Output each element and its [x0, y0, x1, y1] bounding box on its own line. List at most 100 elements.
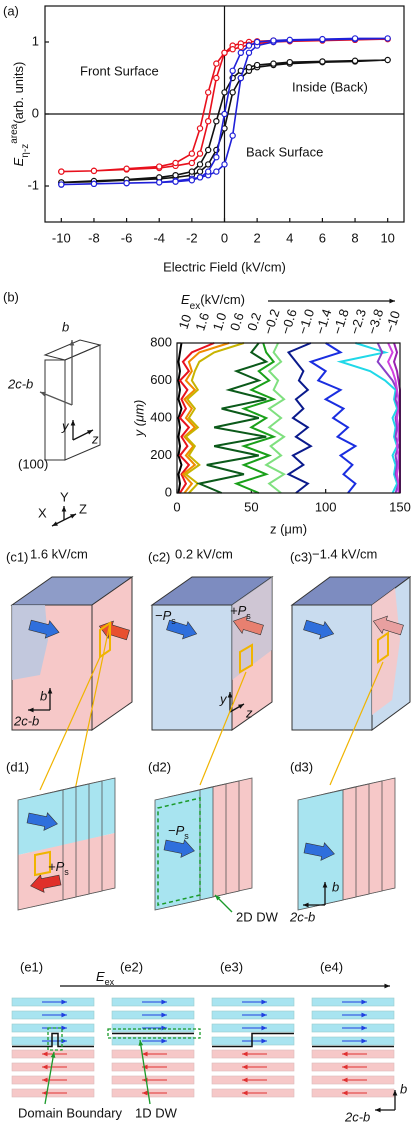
label: z [245, 705, 253, 720]
label: (b) [3, 289, 19, 304]
label: Electric Field (kV/cm) [163, 259, 286, 274]
data-point [352, 36, 357, 41]
data-point [246, 43, 251, 48]
data-point [287, 60, 292, 65]
data-point [222, 162, 227, 167]
label-part: E [96, 969, 105, 984]
label: -6 [121, 230, 133, 245]
data-point [197, 162, 202, 167]
label-part: s [184, 831, 189, 841]
data-point [189, 178, 194, 183]
label: (a) [3, 3, 19, 18]
rich-label: Eex [96, 969, 115, 987]
label: -10 [52, 230, 71, 245]
data-point [385, 57, 390, 62]
series-line [186, 343, 244, 493]
data-point [59, 182, 64, 187]
data-point [230, 90, 235, 95]
label-part: +P [48, 859, 65, 874]
label: b [62, 319, 69, 334]
data-point [320, 37, 325, 42]
label: -1 [27, 177, 39, 192]
label: -4 [153, 230, 165, 245]
label: (d2) [148, 759, 171, 774]
data-point [214, 169, 219, 174]
data-point [157, 175, 162, 180]
label: 1.0 [210, 311, 230, 333]
label: (d3) [290, 759, 313, 774]
data-point [222, 50, 227, 55]
data-point [197, 175, 202, 180]
label: 2D DW [236, 909, 279, 924]
label: 200 [150, 447, 172, 462]
data-point [255, 39, 260, 44]
data-point [157, 164, 162, 169]
data-point [173, 173, 178, 178]
label-part: η-z [20, 144, 31, 158]
data-point [157, 180, 162, 185]
label: (c3) [290, 549, 312, 564]
label-part: −P [155, 608, 172, 623]
plot-frame [177, 343, 400, 493]
crystal-front [45, 360, 65, 460]
label: b [400, 1081, 407, 1096]
series-line [341, 343, 397, 493]
data-point [230, 47, 235, 52]
series-line [289, 343, 311, 493]
label-part: s [171, 616, 176, 626]
label-part: E [181, 292, 190, 307]
data-point [124, 166, 129, 171]
label-part: −P [168, 823, 185, 838]
data-point [320, 59, 325, 64]
label: b [332, 879, 339, 894]
data-point [214, 75, 219, 80]
label-part: (kV/cm) [200, 292, 245, 307]
data-point [230, 133, 235, 138]
label: (e3) [220, 959, 243, 974]
data-point [189, 169, 194, 174]
label-part: ex [190, 301, 201, 312]
label: y (μm) [131, 400, 146, 438]
label: Z [79, 501, 87, 516]
label: 0 [165, 484, 172, 499]
label: (e2) [120, 959, 143, 974]
data-point [197, 151, 202, 156]
label-part: s [64, 867, 69, 877]
data-point [222, 111, 227, 116]
label: −1.4 kV/cm [312, 546, 377, 561]
data-point [230, 68, 235, 73]
rich-label: Eη-zarea(arb. units) [9, 62, 31, 167]
data-point [271, 61, 276, 66]
label: 2c-b [7, 376, 33, 391]
data-point [124, 181, 129, 186]
data-point [222, 90, 227, 95]
label: 100 [315, 499, 337, 514]
data-point [197, 126, 202, 131]
label: z (μm) [270, 521, 307, 536]
figure: (a)(b)(c1)(c2)(c3)(d1)(d2)(d3)(e1)(e2)(e… [0, 0, 411, 1126]
label: 2c-b [13, 713, 39, 728]
data-point [352, 58, 357, 63]
label: 10 [380, 230, 394, 245]
label: 1 [32, 33, 39, 48]
data-point [91, 181, 96, 186]
label: -8 [88, 230, 100, 245]
label: 50 [244, 499, 258, 514]
arrow-head [389, 299, 395, 304]
label: Y [60, 489, 69, 504]
label: 800 [150, 334, 172, 349]
label: -2 [186, 230, 198, 245]
label: 4 [286, 230, 293, 245]
label: 0.6 [227, 311, 247, 333]
arrow-head [71, 420, 76, 426]
series-line [311, 343, 356, 493]
data-point [206, 169, 211, 174]
label: 8 [351, 230, 358, 245]
label: Inside (Back) [292, 79, 368, 94]
data-point [214, 119, 219, 124]
data-point [91, 168, 96, 173]
label: 150 [389, 499, 411, 514]
label: 600 [150, 372, 172, 387]
data-point [238, 75, 243, 80]
data-point [206, 147, 211, 152]
